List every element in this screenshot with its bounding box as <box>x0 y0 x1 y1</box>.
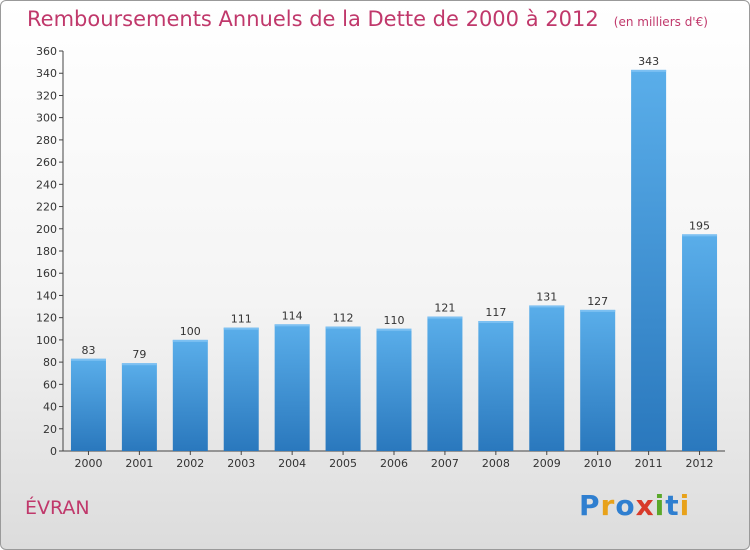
y-tick-label: 60 <box>43 378 57 391</box>
commune-name: ÉVRAN <box>25 497 90 519</box>
x-tick-label: 2003 <box>227 457 255 470</box>
y-tick-label: 280 <box>36 134 57 147</box>
y-tick-label: 140 <box>36 289 57 302</box>
bar <box>223 327 259 451</box>
bar-top-edge <box>70 358 106 361</box>
bar-value-label: 343 <box>638 55 659 68</box>
logo-letter: i <box>679 489 691 522</box>
x-tick-label: 2001 <box>125 457 153 470</box>
bar-value-label: 121 <box>434 302 455 315</box>
bar <box>274 324 310 451</box>
x-tick-label: 2012 <box>686 457 714 470</box>
y-tick-label: 200 <box>36 223 57 236</box>
bar-top-edge <box>274 324 310 327</box>
bar-top-edge <box>376 328 412 331</box>
title-line: Remboursements Annuels de la Dette de 20… <box>27 7 708 31</box>
proxiti-logo: Proxiti <box>579 489 690 522</box>
bar <box>121 363 157 451</box>
y-tick-label: 180 <box>36 245 57 258</box>
y-tick-label: 320 <box>36 89 57 102</box>
bar-value-label: 112 <box>333 312 354 325</box>
bars: 83 79 100 111 114 112 110 121 117 131 127 343 195 <box>70 55 718 451</box>
bar-value-label: 114 <box>282 309 303 322</box>
bar-value-label: 127 <box>587 295 608 308</box>
chart-title: Remboursements Annuels de la Dette de 20… <box>27 7 599 31</box>
x-tick-label: 2006 <box>380 457 408 470</box>
bar-top-edge <box>172 339 208 342</box>
y-tick-label: 80 <box>43 356 57 369</box>
y-tick-label: 160 <box>36 267 57 280</box>
x-tick-label: 2002 <box>176 457 204 470</box>
bar-top-edge <box>631 69 667 72</box>
logo-letter: x <box>635 489 655 522</box>
y-tick-label: 360 <box>36 45 57 58</box>
bar <box>70 358 106 451</box>
logo-letter: r <box>600 489 616 522</box>
y-tick-label: 340 <box>36 67 57 80</box>
y-tick-label: 0 <box>50 445 57 458</box>
chart-subtitle: (en milliers d'€) <box>613 15 708 29</box>
bar-top-edge <box>580 309 616 312</box>
bar-value-label: 110 <box>384 314 405 327</box>
x-tick-label: 2008 <box>482 457 510 470</box>
y-tick-label: 220 <box>36 201 57 214</box>
x-tick-label: 2011 <box>635 457 663 470</box>
x-axis: 2000 2001 2002 2003 2004 2005 2006 2007 2008 2009… <box>63 450 725 470</box>
y-tick-label: 240 <box>36 178 57 191</box>
bar-value-label: 131 <box>536 290 557 303</box>
y-axis: 0 20 40 60 80 100 120 140 160 180 200 220 240 260 280 3… <box>36 45 64 458</box>
x-tick-label: 2000 <box>74 457 102 470</box>
bar-value-label: 111 <box>231 313 252 326</box>
bar <box>427 316 463 451</box>
bar-value-label: 79 <box>132 348 146 361</box>
bar <box>682 234 718 451</box>
x-tick-label: 2004 <box>278 457 306 470</box>
x-tick-label: 2009 <box>533 457 561 470</box>
y-tick-label: 120 <box>36 312 57 325</box>
bar-top-edge <box>529 305 565 308</box>
x-tick-label: 2007 <box>431 457 459 470</box>
bar <box>376 328 412 451</box>
y-tick-label: 260 <box>36 156 57 169</box>
bar <box>529 305 565 451</box>
bar-top-edge <box>223 327 259 330</box>
y-tick-label: 20 <box>43 423 57 436</box>
bar <box>325 326 361 451</box>
logo-letter: o <box>615 489 636 522</box>
bar-value-label: 100 <box>180 325 201 338</box>
bar-value-label: 195 <box>689 219 710 232</box>
bar-value-label: 117 <box>485 306 506 319</box>
bar-top-edge <box>427 316 463 319</box>
bar-top-edge <box>325 326 361 329</box>
bar <box>631 69 667 451</box>
logo-letter: t <box>665 489 680 522</box>
bar <box>172 339 208 451</box>
bar-value-label: 83 <box>81 344 95 357</box>
logo-letter: i <box>654 489 666 522</box>
bar <box>478 321 514 451</box>
y-tick-label: 300 <box>36 112 57 125</box>
logo-letter: P <box>579 489 601 522</box>
bar-top-edge <box>121 363 157 366</box>
bar-top-edge <box>682 234 718 237</box>
x-tick-label: 2005 <box>329 457 357 470</box>
y-tick-label: 100 <box>36 334 57 347</box>
x-tick-label: 2010 <box>584 457 612 470</box>
bar <box>580 309 616 451</box>
bar-top-edge <box>478 321 514 323</box>
y-tick-label: 40 <box>43 401 57 414</box>
